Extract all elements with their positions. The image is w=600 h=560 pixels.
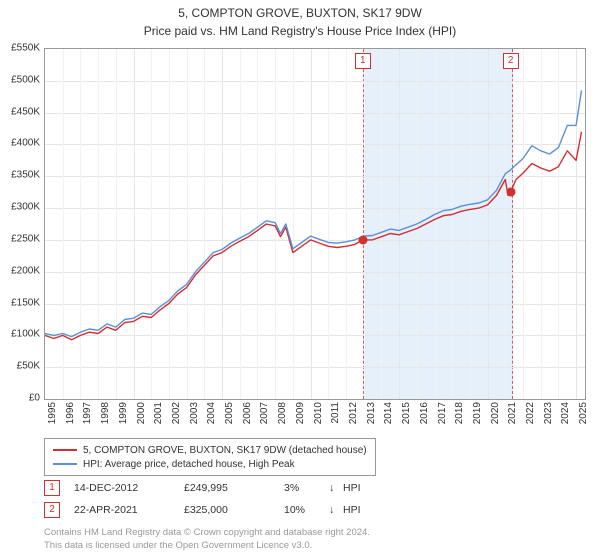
sale-dot-1 [358, 235, 367, 244]
legend-label: 5, COMPTON GROVE, BUXTON, SK17 9DW (deta… [83, 445, 367, 456]
x-axis-label: 2007 [259, 402, 270, 424]
x-axis-label: 2001 [153, 402, 164, 424]
x-axis-label: 2000 [136, 402, 147, 424]
legend-label: HPI: Average price, detached house, High… [83, 459, 295, 470]
sale-date: 22-APR-2021 [74, 504, 184, 516]
y-axis-label: £550K [6, 43, 40, 54]
sale-vs: HPI [343, 504, 361, 516]
y-axis-label: £100K [6, 329, 40, 340]
footer-line-2: This data is licensed under the Open Gov… [44, 540, 312, 551]
x-axis-label: 2021 [507, 402, 518, 424]
series-hpi [45, 90, 582, 336]
x-axis-label: 2018 [454, 402, 465, 424]
sale-pct: 3% [284, 482, 329, 494]
chart-plot-area: 12 [44, 48, 586, 400]
x-axis-label: 1995 [47, 402, 58, 424]
legend-swatch [53, 463, 77, 465]
legend-item: HPI: Average price, detached house, High… [53, 457, 367, 471]
x-axis-label: 2005 [224, 402, 235, 424]
title-sub: Price paid vs. HM Land Registry's House … [0, 24, 600, 38]
x-axis-label: 2019 [472, 402, 483, 424]
x-axis-label: 2023 [543, 402, 554, 424]
x-axis-label: 2003 [189, 402, 200, 424]
sale-marker-1: 1 [355, 53, 371, 69]
arrow-down-icon: ↓ [329, 482, 343, 494]
copyright-footer: Contains HM Land Registry data © Crown c… [44, 527, 370, 552]
sale-marker-2: 2 [503, 53, 519, 69]
footer-line-1: Contains HM Land Registry data © Crown c… [44, 527, 370, 538]
x-axis-label: 2025 [578, 402, 589, 424]
sale-pct: 10% [284, 504, 329, 516]
sale-dot-2 [506, 188, 515, 197]
x-axis-label: 2009 [295, 402, 306, 424]
x-axis-label: 1997 [82, 402, 93, 424]
legend-swatch [53, 449, 77, 451]
y-axis-label: £500K [6, 74, 40, 85]
x-axis-label: 2017 [437, 402, 448, 424]
y-axis-label: £0 [6, 393, 40, 404]
y-axis-label: £350K [6, 170, 40, 181]
y-axis-label: £150K [6, 297, 40, 308]
y-axis-label: £250K [6, 233, 40, 244]
x-axis-label: 2010 [313, 402, 324, 424]
x-axis-label: 1998 [100, 402, 111, 424]
legend-item: 5, COMPTON GROVE, BUXTON, SK17 9DW (deta… [53, 443, 367, 457]
x-axis-label: 1996 [65, 402, 76, 424]
sale-date: 14-DEC-2012 [74, 482, 184, 494]
legend-box: 5, COMPTON GROVE, BUXTON, SK17 9DW (deta… [44, 438, 376, 476]
y-axis-label: £200K [6, 265, 40, 276]
x-axis-label: 2024 [560, 402, 571, 424]
x-axis-label: 2012 [348, 402, 359, 424]
sale-price: £325,000 [184, 504, 284, 516]
y-axis-label: £300K [6, 202, 40, 213]
sale-vs: HPI [343, 482, 361, 494]
sale-row-marker: 2 [44, 502, 60, 518]
x-axis-label: 2013 [366, 402, 377, 424]
title-main: 5, COMPTON GROVE, BUXTON, SK17 9DW [0, 6, 600, 20]
x-axis-label: 2004 [206, 402, 217, 424]
x-axis-label: 2002 [171, 402, 182, 424]
sale-row-marker: 1 [44, 480, 60, 496]
y-axis-label: £450K [6, 106, 40, 117]
series-price_paid [45, 132, 582, 340]
x-axis-label: 2015 [401, 402, 412, 424]
sale-row-1: 1 14-DEC-2012£249,9953%↓HPI [44, 480, 361, 496]
x-axis-label: 2008 [277, 402, 288, 424]
x-axis-label: 2020 [490, 402, 501, 424]
x-axis-label: 2011 [330, 402, 341, 424]
x-axis-label: 2006 [242, 402, 253, 424]
x-axis-label: 2016 [419, 402, 430, 424]
x-axis-label: 2014 [383, 402, 394, 424]
y-axis-label: £400K [6, 138, 40, 149]
arrow-down-icon: ↓ [329, 504, 343, 516]
sale-row-2: 2 22-APR-2021£325,00010%↓HPI [44, 502, 361, 518]
y-axis-label: £50K [6, 361, 40, 372]
x-axis-label: 2022 [525, 402, 536, 424]
sale-price: £249,995 [184, 482, 284, 494]
x-axis-label: 1999 [118, 402, 129, 424]
